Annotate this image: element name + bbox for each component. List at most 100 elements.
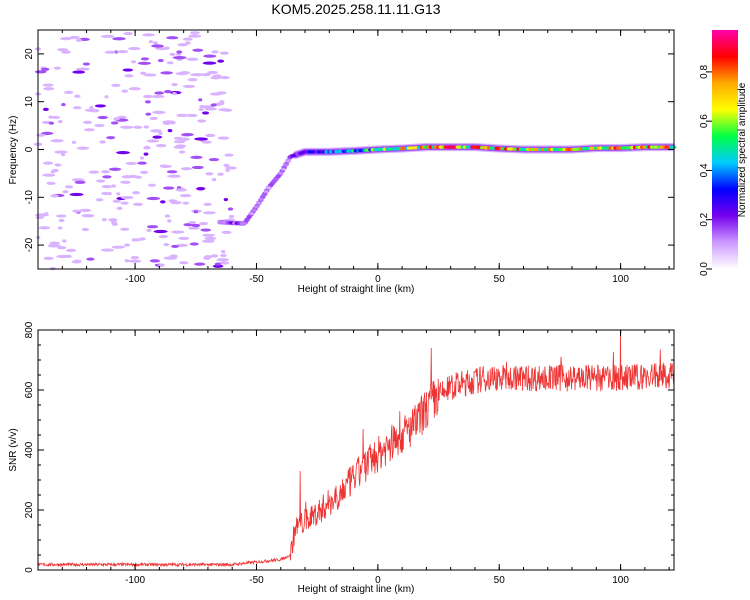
noise-cell — [152, 135, 163, 139]
noise-cell — [125, 161, 138, 166]
noise-cell — [60, 153, 66, 157]
noise-cell — [62, 190, 69, 194]
noise-cell — [173, 145, 185, 149]
noise-cell — [223, 197, 229, 202]
noise-cell — [112, 199, 121, 203]
noise-cell — [57, 48, 69, 52]
snr-y-tick-label: 400 — [24, 441, 35, 458]
noise-cell — [72, 209, 81, 213]
noise-cell — [207, 70, 218, 75]
signal-core-cell — [283, 163, 289, 167]
noise-cell — [50, 139, 64, 143]
noise-cell — [104, 95, 109, 99]
noise-cell — [64, 254, 72, 258]
noise-cell — [42, 173, 56, 177]
colorbar-tick-label: 0.8 — [699, 64, 710, 78]
noise-cell — [216, 258, 230, 262]
noise-cell — [72, 70, 85, 74]
noise-cell — [143, 73, 157, 77]
noise-cell — [227, 207, 234, 211]
noise-cell — [163, 90, 172, 94]
noise-cell — [203, 255, 213, 259]
noise-cell — [108, 218, 118, 222]
snr-x-tick-label: 50 — [494, 575, 506, 586]
noise-cell — [167, 219, 172, 223]
noise-cell — [43, 256, 54, 260]
noise-cell — [146, 196, 161, 201]
noise-cell — [110, 220, 117, 224]
noise-cell — [211, 177, 217, 182]
noise-cell — [112, 37, 126, 41]
noise-cell — [151, 44, 164, 48]
noise-cell — [153, 229, 168, 234]
noise-cell — [152, 41, 159, 45]
snr-x-tick-label: 0 — [375, 575, 381, 586]
noise-cell — [182, 37, 193, 41]
noise-cell — [163, 242, 170, 247]
spectrogram-x-tick-label: 0 — [375, 274, 381, 285]
noise-cell — [40, 67, 50, 71]
spectrogram-y-tick-label: -10 — [24, 190, 35, 205]
noise-cell — [124, 259, 130, 263]
noise-cell — [54, 150, 68, 154]
noise-cell — [117, 115, 127, 119]
noise-cell — [106, 136, 116, 140]
noise-cell — [205, 172, 214, 176]
noise-cell — [101, 218, 107, 222]
noise-cell — [84, 128, 95, 132]
noise-cell — [158, 235, 169, 239]
noise-cell — [221, 250, 226, 254]
spectrogram-x-label: Height of straight line (km) — [298, 284, 415, 295]
noise-cell — [190, 155, 203, 160]
noise-cell — [116, 192, 121, 196]
noise-cell — [81, 214, 92, 218]
noise-cell — [223, 163, 230, 167]
noise-cell — [111, 245, 125, 249]
noise-cell — [101, 248, 114, 252]
noise-cell — [166, 36, 179, 40]
noise-cell — [35, 213, 49, 217]
noise-cell — [217, 172, 224, 176]
noise-cell — [76, 146, 90, 150]
noise-cell — [169, 52, 176, 57]
noise-cell — [101, 191, 111, 196]
noise-cell — [167, 174, 181, 178]
noise-cell — [132, 191, 141, 195]
noise-cell — [217, 136, 230, 140]
noise-cell — [210, 76, 222, 80]
signal-core-cell — [268, 183, 274, 187]
noise-cell — [185, 113, 198, 118]
signal-core-cell — [258, 197, 264, 201]
figure-title: KOM5.2025.258.11.11.G13 — [271, 1, 440, 17]
noise-cell — [120, 125, 134, 129]
noise-cell — [124, 74, 134, 78]
noise-cell — [95, 198, 104, 202]
noise-cell — [157, 58, 164, 63]
noise-cell — [101, 185, 112, 189]
noise-cell — [146, 225, 159, 229]
noise-cell — [88, 170, 100, 174]
noise-cell — [132, 202, 144, 206]
noise-cell — [89, 109, 100, 113]
noise-cell — [140, 170, 149, 174]
noise-cell — [166, 61, 174, 65]
noise-cell — [179, 71, 191, 75]
noise-cell — [116, 206, 123, 210]
noise-cell — [57, 119, 63, 124]
noise-cell — [181, 133, 194, 137]
noise-cell — [182, 84, 196, 89]
noise-cell — [61, 103, 66, 107]
noise-cell — [173, 140, 186, 144]
signal-core-cell — [278, 171, 284, 175]
spectrogram-x-tick-label: -50 — [249, 274, 264, 285]
signal-core-cell — [261, 193, 267, 197]
snr-y-tick-label: 600 — [24, 381, 35, 398]
snr-y-tick-label: 200 — [24, 501, 35, 518]
noise-cell — [194, 137, 209, 141]
noise-cell — [42, 161, 54, 165]
noise-cell — [188, 226, 200, 230]
noise-cell — [65, 248, 77, 252]
noise-cell — [158, 263, 165, 267]
snr-y-tick-label: 800 — [24, 321, 35, 338]
